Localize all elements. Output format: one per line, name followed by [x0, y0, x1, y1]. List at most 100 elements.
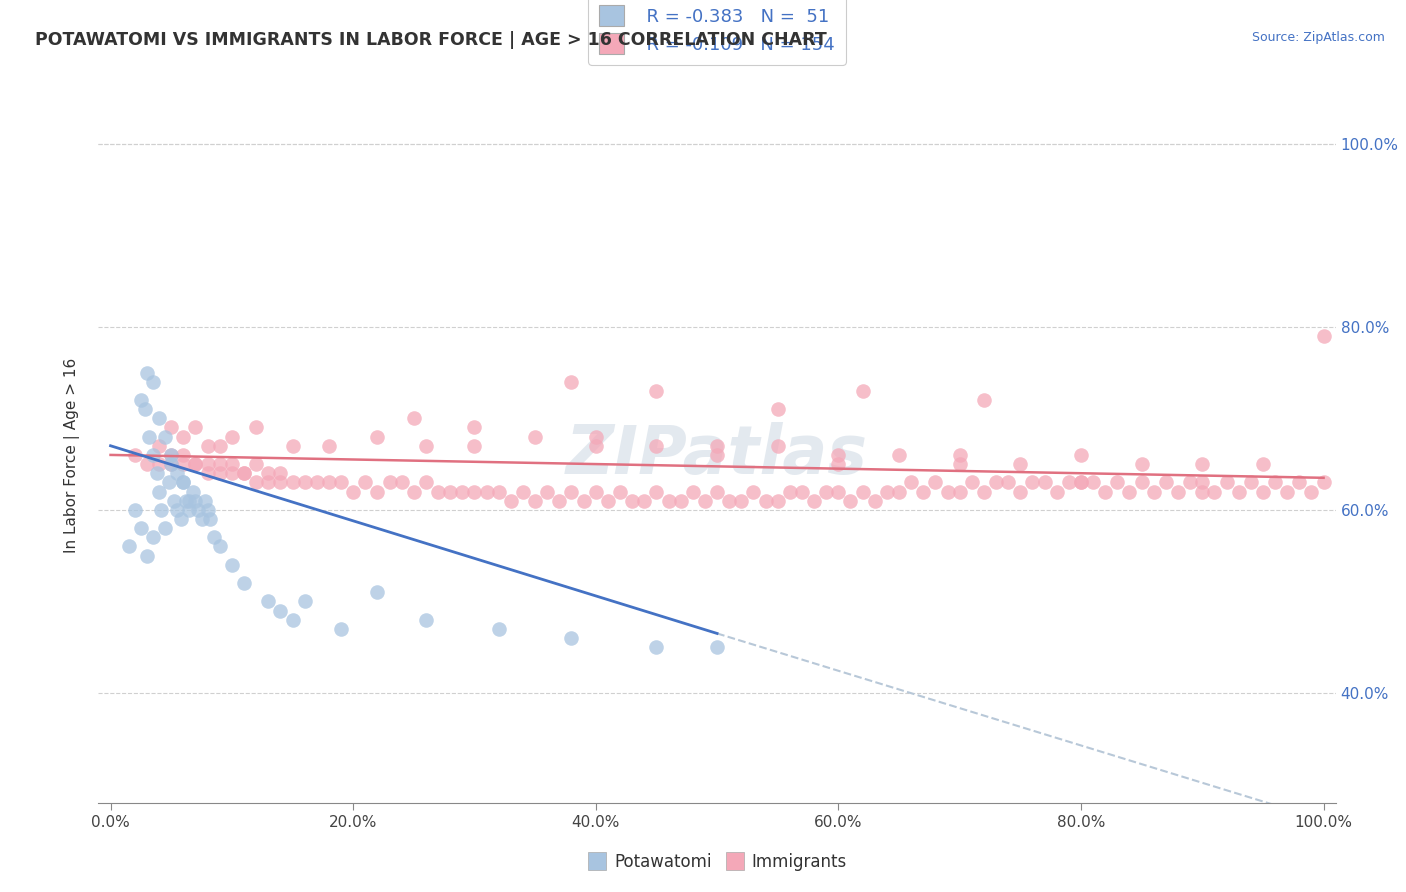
- Point: [766, 402, 789, 417]
- Point: [524, 493, 547, 508]
- Point: [118, 540, 141, 554]
- Point: [1070, 448, 1092, 462]
- Point: [706, 439, 728, 453]
- Point: [197, 439, 219, 453]
- Point: [354, 475, 377, 490]
- Y-axis label: In Labor Force | Age > 16: In Labor Force | Age > 16: [63, 358, 80, 552]
- Point: [1215, 475, 1237, 490]
- Point: [742, 484, 765, 499]
- Point: [366, 484, 388, 499]
- Point: [1191, 475, 1213, 490]
- Point: [669, 493, 692, 508]
- Point: [1191, 457, 1213, 471]
- Point: [172, 475, 194, 490]
- Point: [1094, 484, 1116, 499]
- Point: [245, 420, 267, 434]
- Point: [863, 493, 886, 508]
- Point: [208, 467, 231, 481]
- Point: [142, 448, 165, 462]
- Point: [233, 467, 256, 481]
- Point: [1010, 484, 1032, 499]
- Point: [730, 493, 752, 508]
- Point: [1046, 484, 1069, 499]
- Point: [184, 493, 207, 508]
- Point: [136, 457, 159, 471]
- Point: [153, 429, 176, 443]
- Point: [190, 512, 212, 526]
- Point: [197, 467, 219, 481]
- Point: [181, 484, 204, 499]
- Point: [172, 448, 194, 462]
- Point: [912, 484, 935, 499]
- Point: [1204, 484, 1226, 499]
- Point: [136, 549, 159, 563]
- Point: [415, 439, 437, 453]
- Point: [488, 484, 510, 499]
- Point: [162, 493, 184, 508]
- Point: [560, 631, 582, 645]
- Point: [585, 429, 607, 443]
- Point: [198, 512, 221, 526]
- Point: [997, 475, 1019, 490]
- Point: [1251, 457, 1274, 471]
- Point: [318, 439, 340, 453]
- Point: [463, 439, 485, 453]
- Point: [960, 475, 983, 490]
- Point: [548, 493, 571, 508]
- Point: [706, 640, 728, 655]
- Point: [160, 448, 183, 462]
- Point: [257, 467, 280, 481]
- Legend: Potawatomi, Immigrants: Potawatomi, Immigrants: [581, 847, 853, 878]
- Point: [194, 493, 217, 508]
- Point: [887, 448, 910, 462]
- Point: [1191, 484, 1213, 499]
- Text: ZIPatlas: ZIPatlas: [567, 422, 868, 488]
- Point: [330, 622, 353, 636]
- Point: [439, 484, 461, 499]
- Point: [1154, 475, 1177, 490]
- Point: [366, 585, 388, 599]
- Point: [1143, 484, 1166, 499]
- Point: [755, 493, 778, 508]
- Point: [415, 613, 437, 627]
- Point: [318, 475, 340, 490]
- Point: [645, 640, 668, 655]
- Point: [1178, 475, 1201, 490]
- Point: [208, 457, 231, 471]
- Point: [1312, 329, 1334, 343]
- Point: [645, 384, 668, 398]
- Point: [536, 484, 558, 499]
- Point: [766, 493, 789, 508]
- Point: [924, 475, 946, 490]
- Point: [609, 484, 631, 499]
- Point: [560, 484, 582, 499]
- Point: [402, 484, 425, 499]
- Point: [645, 484, 668, 499]
- Point: [134, 402, 156, 417]
- Point: [693, 493, 716, 508]
- Point: [342, 484, 364, 499]
- Point: [294, 475, 316, 490]
- Point: [269, 475, 291, 490]
- Point: [852, 484, 875, 499]
- Point: [766, 439, 789, 453]
- Point: [172, 475, 194, 490]
- Point: [790, 484, 813, 499]
- Point: [124, 503, 146, 517]
- Point: [197, 457, 219, 471]
- Point: [148, 484, 170, 499]
- Point: [172, 429, 194, 443]
- Point: [1301, 484, 1323, 499]
- Point: [657, 493, 679, 508]
- Point: [1130, 475, 1153, 490]
- Point: [172, 457, 194, 471]
- Point: [876, 484, 898, 499]
- Point: [1033, 475, 1056, 490]
- Point: [145, 467, 167, 481]
- Point: [257, 594, 280, 608]
- Point: [1251, 484, 1274, 499]
- Point: [281, 439, 304, 453]
- Point: [391, 475, 413, 490]
- Point: [463, 420, 485, 434]
- Point: [330, 475, 353, 490]
